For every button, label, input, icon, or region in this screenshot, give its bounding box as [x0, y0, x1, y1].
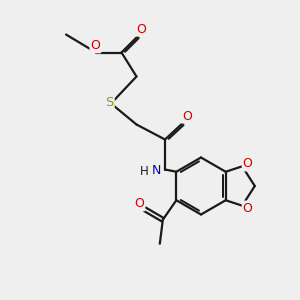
Text: O: O [182, 110, 192, 123]
Text: O: O [243, 202, 253, 214]
Text: O: O [91, 39, 100, 52]
Text: N: N [151, 164, 161, 178]
Text: H: H [140, 165, 148, 178]
Text: O: O [136, 22, 146, 36]
Text: O: O [243, 158, 253, 170]
Text: O: O [134, 197, 144, 210]
Text: S: S [105, 96, 114, 110]
